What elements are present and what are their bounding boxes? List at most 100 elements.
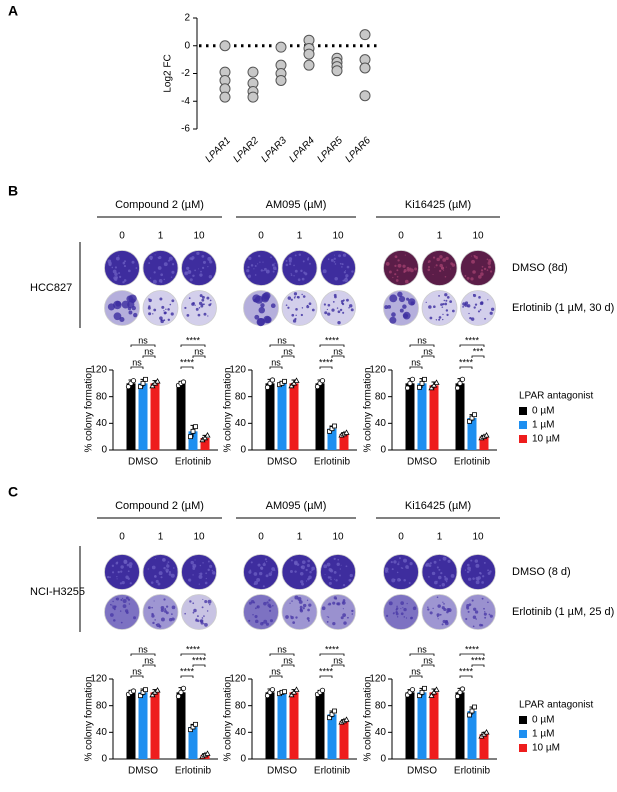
point xyxy=(282,378,287,384)
colony xyxy=(324,311,328,315)
colony xyxy=(480,272,484,276)
colony xyxy=(489,270,493,273)
colony xyxy=(441,583,446,587)
colony xyxy=(295,308,298,311)
dot xyxy=(303,48,315,60)
significance-label: **** xyxy=(465,644,480,654)
point xyxy=(149,382,156,389)
point xyxy=(419,380,425,386)
colony xyxy=(166,563,168,565)
bar xyxy=(339,434,349,450)
colony xyxy=(125,596,129,600)
colony xyxy=(343,621,347,625)
colony xyxy=(483,612,487,616)
colony xyxy=(264,316,272,324)
colony xyxy=(487,601,489,603)
point xyxy=(454,693,461,699)
dose-label: 10 xyxy=(332,532,344,543)
colony xyxy=(481,624,484,627)
colony xyxy=(184,271,188,275)
colony xyxy=(487,261,491,265)
colony xyxy=(436,596,439,599)
colony xyxy=(298,253,302,256)
colony xyxy=(445,309,449,312)
colony xyxy=(272,270,275,273)
colony xyxy=(287,296,292,300)
colony xyxy=(408,581,411,584)
plate xyxy=(421,594,458,630)
colony xyxy=(131,305,136,311)
colony xyxy=(479,309,482,311)
colony xyxy=(467,610,470,613)
y-tick-label: 40 xyxy=(235,418,247,429)
point xyxy=(293,686,300,692)
point xyxy=(288,382,295,389)
colony xyxy=(129,582,132,585)
colony xyxy=(275,268,277,270)
colony xyxy=(323,303,327,306)
colony xyxy=(445,256,449,261)
colony xyxy=(490,307,495,311)
point xyxy=(419,689,425,695)
colony xyxy=(445,299,448,302)
colony xyxy=(270,303,276,309)
y-axis-label: % colony formation xyxy=(84,676,95,761)
colony xyxy=(157,582,161,586)
y-tick-label: 40 xyxy=(96,727,108,738)
colony xyxy=(123,559,128,564)
colony xyxy=(110,603,112,606)
colony xyxy=(436,566,439,569)
colony xyxy=(394,255,398,259)
colony xyxy=(444,275,447,278)
colony xyxy=(474,303,478,306)
group-title: AM095 (µM) xyxy=(266,199,327,211)
bar xyxy=(405,383,415,450)
colony xyxy=(305,580,308,582)
colony xyxy=(306,305,310,309)
plate xyxy=(281,554,318,590)
colony xyxy=(203,303,205,306)
colony xyxy=(111,571,115,574)
colony xyxy=(169,303,172,306)
y-tick-label: 120 xyxy=(369,365,386,376)
colony xyxy=(464,569,467,571)
colony xyxy=(449,300,453,304)
bar xyxy=(176,692,186,759)
colony xyxy=(114,266,118,269)
colony xyxy=(442,313,444,316)
point xyxy=(143,376,148,382)
colony xyxy=(486,258,489,261)
legend-label: 10 µM xyxy=(532,434,560,445)
bracket xyxy=(331,664,345,667)
colony xyxy=(209,260,213,264)
colony xyxy=(301,582,305,586)
colony xyxy=(396,605,398,608)
colony xyxy=(256,577,261,582)
colony xyxy=(163,598,166,601)
colony xyxy=(208,303,211,307)
colony xyxy=(254,614,258,619)
y-tick-label: 120 xyxy=(90,365,107,376)
bar xyxy=(467,418,477,450)
row-label: DMSO (8d) xyxy=(512,262,568,274)
colony xyxy=(189,271,192,273)
colony xyxy=(412,606,417,611)
colony xyxy=(300,565,305,570)
colony xyxy=(429,611,433,615)
colony xyxy=(334,276,338,281)
colony xyxy=(441,306,444,308)
colony xyxy=(342,253,347,257)
legend-swatch xyxy=(519,716,527,724)
colony xyxy=(483,561,486,564)
colony xyxy=(442,258,447,262)
colony xyxy=(385,614,389,617)
point xyxy=(457,689,463,695)
colony xyxy=(466,570,470,574)
colony xyxy=(212,571,216,575)
colony xyxy=(285,263,289,267)
colony xyxy=(208,275,213,279)
legend-label: 1 µM xyxy=(532,729,554,740)
colony xyxy=(342,299,345,302)
bar xyxy=(126,383,136,450)
significance-label: **** xyxy=(459,357,474,367)
